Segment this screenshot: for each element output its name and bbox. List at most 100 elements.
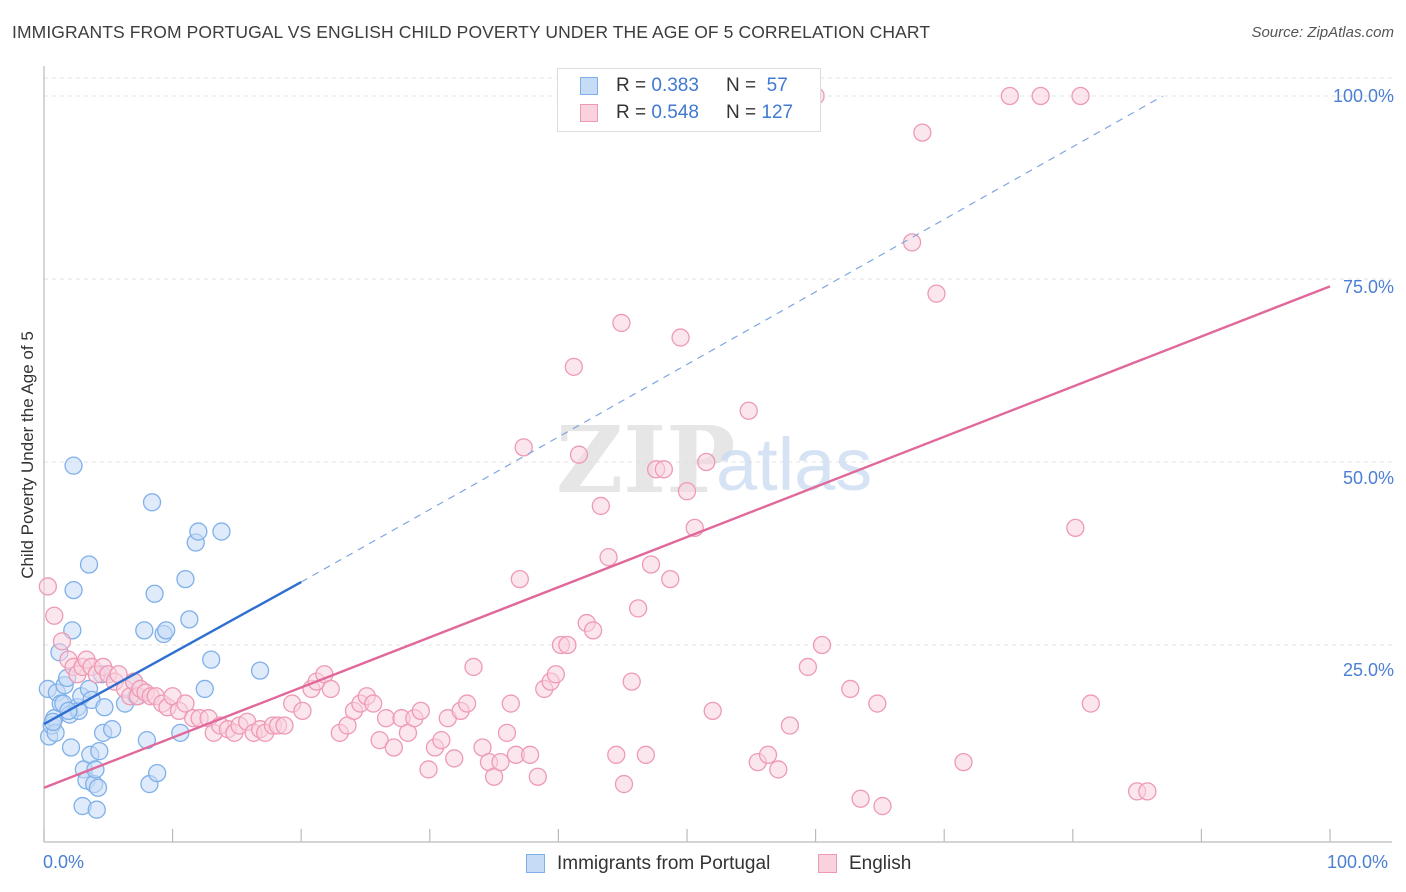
point-portugal-23 xyxy=(79,555,99,574)
point-english-91 xyxy=(607,745,626,764)
point-english-43 xyxy=(293,701,312,721)
legend-swatch-portugal xyxy=(580,77,598,95)
chart-title: IMMIGRANTS FROM PORTUGAL VS ENGLISH CHIL… xyxy=(12,22,931,42)
point-english-1 xyxy=(45,606,64,625)
point-english-54 xyxy=(370,731,389,750)
y-tick-label-100: 100.0% xyxy=(1332,86,1394,106)
point-english-72 xyxy=(491,752,510,772)
point-portugal-41 xyxy=(145,584,164,603)
point-english-110 xyxy=(769,760,788,779)
point-portugal-50 xyxy=(195,679,214,699)
point-english-41 xyxy=(275,716,294,735)
point-portugal-33 xyxy=(103,720,122,739)
point-english-105 xyxy=(703,701,722,721)
point-english-88 xyxy=(583,621,603,640)
x-tick-label-100: 100.0% xyxy=(1327,852,1389,872)
point-english-96 xyxy=(636,745,655,764)
trend-line-portugal xyxy=(43,580,302,726)
point-english-53 xyxy=(364,694,383,713)
legend-n-portugal: N = 57 xyxy=(726,75,788,96)
point-portugal-49 xyxy=(189,522,208,541)
point-english-47 xyxy=(321,679,340,699)
legend-n-value-english: 127 xyxy=(761,102,794,123)
point-portugal-32 xyxy=(95,698,114,717)
point-english-76 xyxy=(510,569,529,589)
point-english-73 xyxy=(497,723,517,742)
point-portugal-54 xyxy=(64,456,83,475)
axes xyxy=(43,66,1392,843)
point-portugal-27 xyxy=(87,800,106,819)
point-english-109 xyxy=(758,745,778,764)
point-english-101 xyxy=(671,328,690,347)
point-english-55 xyxy=(376,709,396,728)
point-portugal-37 xyxy=(135,621,154,640)
point-portugal-14 xyxy=(64,580,83,600)
point-english-122 xyxy=(954,752,973,772)
point-english-67 xyxy=(457,694,477,713)
point-english-26 xyxy=(176,694,195,713)
legend-swatch-english xyxy=(580,104,598,122)
y-tick-label-50: 50.0% xyxy=(1342,468,1394,488)
point-english-116 xyxy=(851,789,870,808)
gridlines xyxy=(44,77,1392,646)
point-english-121 xyxy=(927,284,946,303)
x-tick-label-0: 0.0% xyxy=(43,852,85,872)
point-portugal-44 xyxy=(157,621,176,640)
legend-r-value-english: 0.548 xyxy=(651,102,699,123)
point-english-77 xyxy=(514,438,533,457)
point-english-68 xyxy=(464,657,483,677)
correlation-legend: R = 0.383 N = 57 R = 0.548 N = 127 xyxy=(557,68,821,132)
watermark-atlas: atlas xyxy=(716,423,872,506)
point-english-118 xyxy=(873,796,892,816)
trend-line-english xyxy=(43,285,1331,789)
point-english-129 xyxy=(1138,782,1157,801)
legend-swatch-english-bottom xyxy=(818,854,837,873)
legend-label-portugal: Immigrants from Portugal xyxy=(557,853,771,874)
y-axis-label: Child Poverty Under the Age of 5 xyxy=(18,331,37,579)
point-english-117 xyxy=(868,694,887,713)
trend-lines xyxy=(43,95,1331,789)
point-english-74 xyxy=(501,694,520,713)
point-portugal-51 xyxy=(202,650,221,669)
point-english-60 xyxy=(411,701,430,721)
point-portugal-12 xyxy=(61,738,81,757)
point-portugal-42 xyxy=(148,763,167,783)
point-english-56 xyxy=(384,738,403,757)
scatter-points xyxy=(38,86,1157,819)
point-portugal-29 xyxy=(90,741,109,761)
legend-label-english: English xyxy=(849,853,912,874)
point-english-84 xyxy=(558,635,577,655)
legend-r-english: R = 0.548 xyxy=(616,102,699,123)
point-english-102 xyxy=(677,482,697,501)
point-english-86 xyxy=(569,445,589,464)
point-english-99 xyxy=(654,460,674,479)
y-tick-label-25: 25.0% xyxy=(1342,660,1394,680)
point-portugal-28 xyxy=(88,778,108,797)
point-portugal-47 xyxy=(180,610,199,629)
point-english-89 xyxy=(591,496,610,516)
point-english-107 xyxy=(739,401,758,420)
point-english-123 xyxy=(1000,86,1019,106)
point-english-120 xyxy=(913,123,932,142)
legend-r-value-portugal: 0.383 xyxy=(651,75,699,96)
legend-r-portugal: R = 0.383 xyxy=(616,75,699,96)
point-english-125 xyxy=(1066,518,1085,538)
legend-swatch-portugal-bottom xyxy=(526,854,545,873)
point-english-78 xyxy=(520,745,540,764)
point-english-104 xyxy=(697,452,716,472)
point-english-82 xyxy=(546,665,565,684)
point-english-112 xyxy=(798,657,818,677)
point-english-119 xyxy=(902,233,922,252)
point-english-100 xyxy=(661,569,680,589)
point-english-65 xyxy=(445,749,464,768)
point-english-90 xyxy=(599,548,618,567)
point-english-2 xyxy=(52,632,72,651)
point-english-111 xyxy=(780,716,800,735)
y-tick-label-75: 75.0% xyxy=(1342,277,1394,297)
point-english-114 xyxy=(812,635,832,655)
point-english-115 xyxy=(841,679,860,699)
point-english-61 xyxy=(419,760,438,779)
point-portugal-46 xyxy=(176,569,195,589)
legend-n-english: N = 127 xyxy=(726,102,794,123)
